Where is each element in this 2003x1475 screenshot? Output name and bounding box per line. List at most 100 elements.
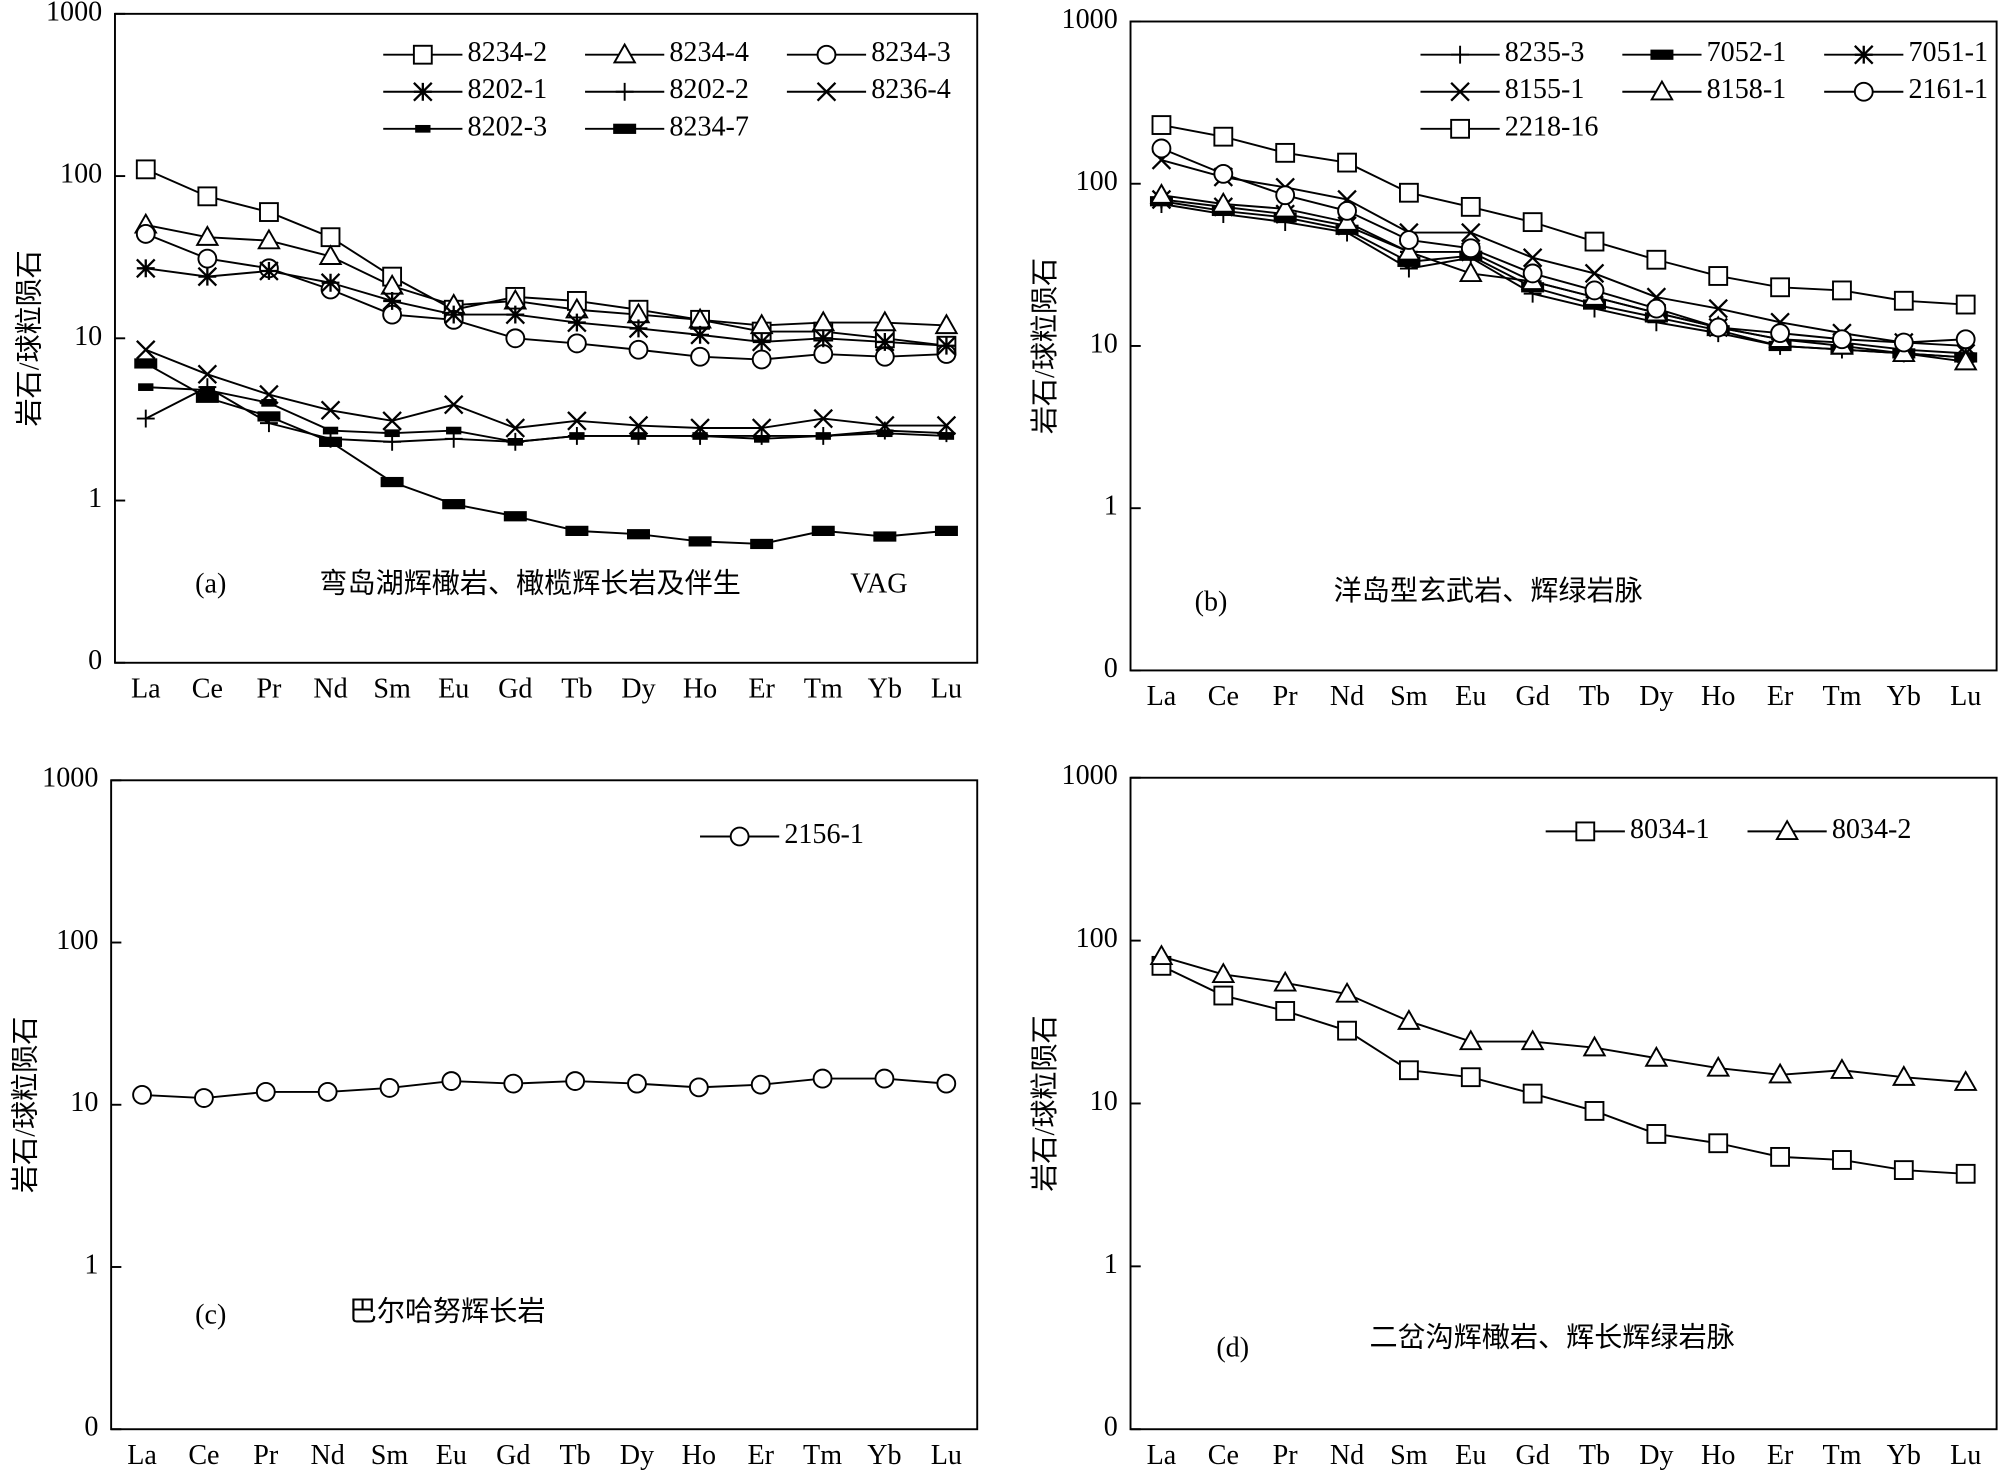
data-point — [1213, 163, 1234, 184]
data-point — [1522, 247, 1543, 268]
x-tick-label: Dy — [621, 673, 655, 704]
data-point — [259, 261, 279, 281]
data-point — [503, 1073, 524, 1094]
data-point — [1151, 115, 1172, 135]
x-tick-label: Lu — [1950, 1440, 1981, 1471]
y-tick-label: 1000 — [1062, 760, 1118, 791]
series-line — [142, 1077, 947, 1100]
legend-label: 8234-4 — [669, 37, 749, 68]
x-tick-label: Gd — [496, 1440, 530, 1471]
data-point — [138, 383, 154, 391]
x-tick-label: Ce — [1208, 681, 1239, 712]
legend-marker — [613, 123, 637, 134]
x-tick-label: Nd — [1330, 681, 1364, 712]
data-point — [194, 1088, 214, 1108]
legend-label: 8202-1 — [468, 74, 548, 105]
legend-marker — [1650, 49, 1674, 60]
x-tick-label: Yb — [868, 673, 902, 704]
x-tick-label: La — [127, 1440, 157, 1471]
data-point — [874, 1068, 895, 1089]
data-point — [1149, 183, 1174, 204]
annotation: 洋岛型玄武岩、辉绿岩脉 — [1334, 575, 1643, 607]
data-point — [320, 272, 341, 293]
data-point — [1832, 1150, 1852, 1170]
data-point — [692, 432, 708, 440]
data-point — [1893, 290, 1914, 311]
data-point — [1151, 138, 1172, 159]
legend-marker — [816, 44, 837, 65]
data-point — [1768, 1062, 1792, 1084]
data-point — [136, 340, 156, 360]
data-point — [382, 411, 402, 431]
data-point — [1460, 196, 1481, 217]
series-line — [145, 386, 947, 443]
data-point — [1955, 294, 1976, 315]
legend-label: 8202-3 — [468, 111, 548, 142]
data-point — [379, 1078, 400, 1098]
x-tick-label: Tm — [1822, 681, 1861, 712]
data-point — [1770, 323, 1790, 344]
series-line — [1161, 955, 1966, 1084]
legend-marker — [1854, 44, 1874, 65]
data-point — [1337, 201, 1357, 221]
data-point — [628, 339, 649, 360]
x-tick-label: Tm — [804, 673, 843, 704]
data-point — [505, 304, 526, 325]
annotation: (d) — [1216, 1332, 1249, 1363]
data-point — [507, 438, 523, 446]
series-line — [145, 267, 947, 347]
data-point — [1584, 1101, 1605, 1121]
legend-label: 2218-16 — [1505, 111, 1599, 142]
data-point — [690, 325, 710, 345]
data-point — [750, 1074, 771, 1095]
data-point — [135, 224, 156, 244]
legend-label: 8234-3 — [871, 37, 951, 68]
data-point — [1770, 1146, 1790, 1167]
y-axis-label: 岩石/球粒陨石 — [1029, 258, 1061, 434]
data-point — [1458, 261, 1483, 283]
data-point — [319, 436, 343, 447]
data-point — [934, 313, 959, 335]
series-line — [1161, 147, 1966, 344]
legend-marker — [816, 82, 837, 102]
data-point — [936, 1073, 957, 1094]
x-tick-label: Eu — [436, 1440, 467, 1471]
data-point — [1275, 185, 1296, 206]
legend-marker — [1853, 81, 1874, 102]
data-point — [197, 248, 218, 269]
x-tick-label: Pr — [253, 1440, 279, 1471]
data-point — [199, 386, 216, 394]
data-point — [875, 332, 895, 352]
data-point — [1891, 1065, 1916, 1086]
legend-label: 8236-4 — [871, 74, 951, 105]
data-point — [320, 227, 341, 248]
x-tick-label: La — [1147, 1440, 1177, 1471]
x-tick-label: Sm — [373, 673, 411, 704]
x-tick-label: Ce — [188, 1440, 219, 1471]
legend-label: 8234-2 — [468, 37, 548, 68]
x-tick-label: Gd — [1515, 681, 1549, 712]
data-point — [505, 418, 526, 438]
y-tick-label: 1 — [84, 1249, 98, 1280]
data-point — [320, 400, 341, 421]
y-tick-label: 100 — [60, 159, 102, 190]
x-tick-label: Dy — [1639, 681, 1673, 712]
series-line — [1161, 159, 1966, 347]
data-point — [134, 358, 158, 369]
legend-label: 8034-2 — [1832, 814, 1912, 845]
data-point — [1273, 196, 1298, 218]
data-point — [384, 429, 400, 438]
annotation: (a) — [195, 569, 226, 600]
x-tick-label: La — [1147, 681, 1177, 712]
data-point — [565, 1071, 586, 1091]
data-point — [197, 266, 218, 287]
data-point — [1522, 1083, 1543, 1104]
data-point — [136, 258, 156, 279]
x-tick-label: Ce — [1208, 1440, 1239, 1471]
data-point — [442, 499, 466, 510]
y-tick-label: 0 — [1104, 1412, 1118, 1443]
data-point — [317, 1082, 338, 1102]
x-tick-label: La — [131, 673, 161, 704]
data-point — [1273, 970, 1298, 992]
